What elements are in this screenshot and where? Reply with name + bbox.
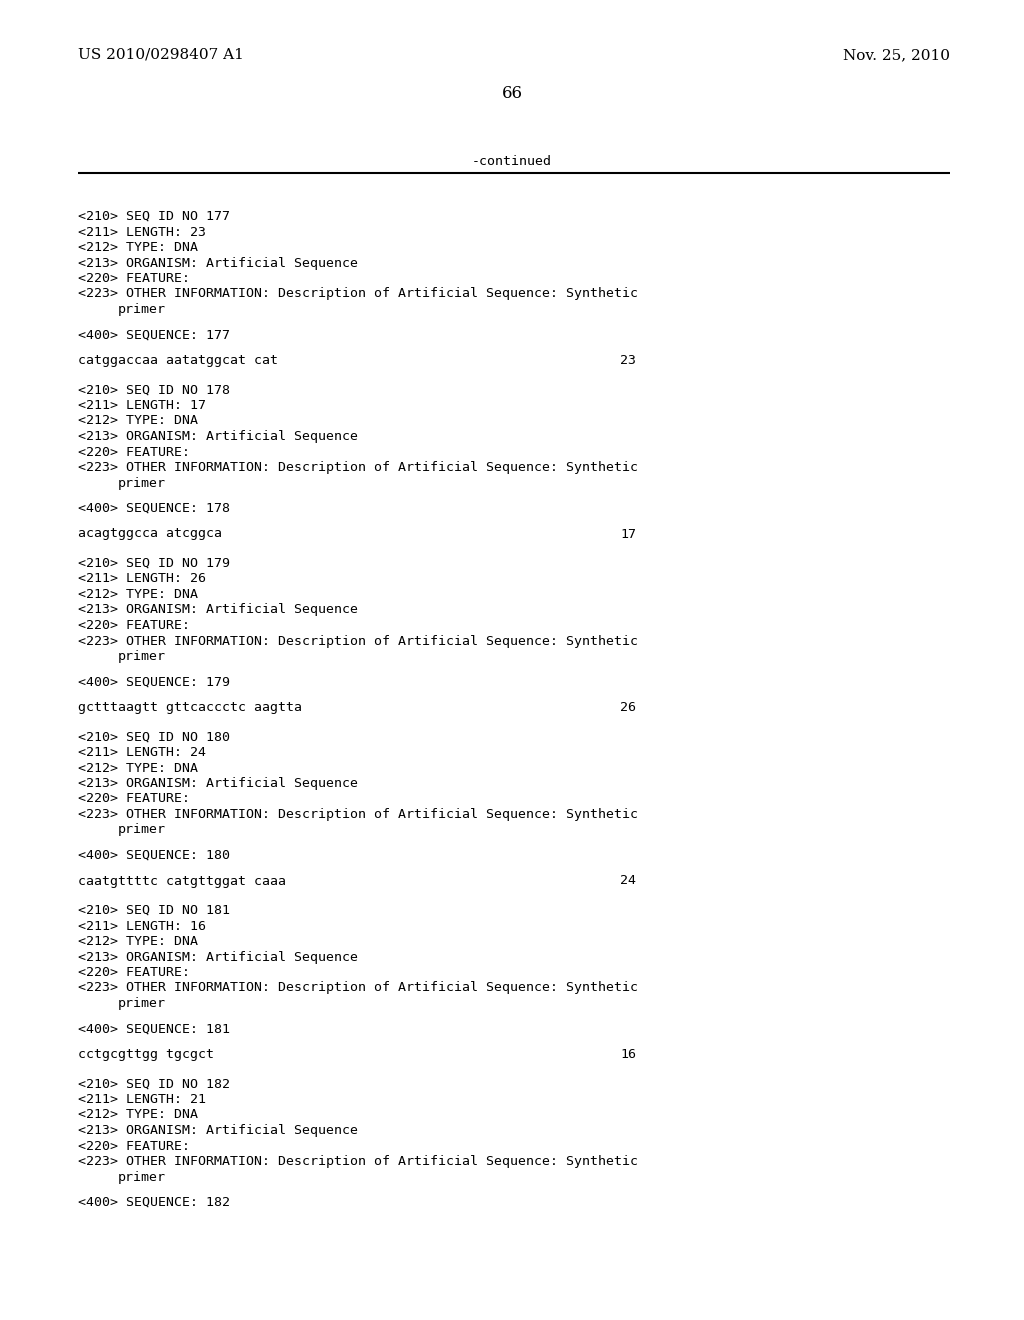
- Text: 16: 16: [620, 1048, 636, 1061]
- Text: <220> FEATURE:: <220> FEATURE:: [78, 1139, 190, 1152]
- Text: <211> LENGTH: 16: <211> LENGTH: 16: [78, 920, 206, 932]
- Text: <220> FEATURE:: <220> FEATURE:: [78, 619, 190, 632]
- Text: <220> FEATURE:: <220> FEATURE:: [78, 966, 190, 979]
- Text: <223> OTHER INFORMATION: Description of Artificial Sequence: Synthetic: <223> OTHER INFORMATION: Description of …: [78, 982, 638, 994]
- Text: <210> SEQ ID NO 180: <210> SEQ ID NO 180: [78, 730, 230, 743]
- Text: <211> LENGTH: 17: <211> LENGTH: 17: [78, 399, 206, 412]
- Text: <213> ORGANISM: Artificial Sequence: <213> ORGANISM: Artificial Sequence: [78, 1125, 358, 1137]
- Text: <213> ORGANISM: Artificial Sequence: <213> ORGANISM: Artificial Sequence: [78, 777, 358, 789]
- Text: <212> TYPE: DNA: <212> TYPE: DNA: [78, 242, 198, 253]
- Text: <400> SEQUENCE: 182: <400> SEQUENCE: 182: [78, 1196, 230, 1209]
- Text: primer: primer: [118, 649, 166, 663]
- Text: <213> ORGANISM: Artificial Sequence: <213> ORGANISM: Artificial Sequence: [78, 430, 358, 444]
- Text: caatgttttc catgttggat caaa: caatgttttc catgttggat caaa: [78, 874, 286, 887]
- Text: primer: primer: [118, 304, 166, 315]
- Text: <400> SEQUENCE: 178: <400> SEQUENCE: 178: [78, 502, 230, 515]
- Text: <223> OTHER INFORMATION: Description of Artificial Sequence: Synthetic: <223> OTHER INFORMATION: Description of …: [78, 1155, 638, 1168]
- Text: primer: primer: [118, 997, 166, 1010]
- Text: -continued: -continued: [472, 154, 552, 168]
- Text: primer: primer: [118, 824, 166, 837]
- Text: <220> FEATURE:: <220> FEATURE:: [78, 792, 190, 805]
- Text: US 2010/0298407 A1: US 2010/0298407 A1: [78, 48, 244, 62]
- Text: <223> OTHER INFORMATION: Description of Artificial Sequence: Synthetic: <223> OTHER INFORMATION: Description of …: [78, 288, 638, 301]
- Text: <223> OTHER INFORMATION: Description of Artificial Sequence: Synthetic: <223> OTHER INFORMATION: Description of …: [78, 808, 638, 821]
- Text: <220> FEATURE:: <220> FEATURE:: [78, 446, 190, 458]
- Text: 24: 24: [620, 874, 636, 887]
- Text: primer: primer: [118, 477, 166, 490]
- Text: <213> ORGANISM: Artificial Sequence: <213> ORGANISM: Artificial Sequence: [78, 256, 358, 269]
- Text: <212> TYPE: DNA: <212> TYPE: DNA: [78, 414, 198, 428]
- Text: <223> OTHER INFORMATION: Description of Artificial Sequence: Synthetic: <223> OTHER INFORMATION: Description of …: [78, 635, 638, 648]
- Text: <211> LENGTH: 24: <211> LENGTH: 24: [78, 746, 206, 759]
- Text: <211> LENGTH: 21: <211> LENGTH: 21: [78, 1093, 206, 1106]
- Text: <210> SEQ ID NO 177: <210> SEQ ID NO 177: [78, 210, 230, 223]
- Text: 23: 23: [620, 354, 636, 367]
- Text: catggaccaa aatatggcat cat: catggaccaa aatatggcat cat: [78, 354, 278, 367]
- Text: <212> TYPE: DNA: <212> TYPE: DNA: [78, 762, 198, 775]
- Text: Nov. 25, 2010: Nov. 25, 2010: [843, 48, 950, 62]
- Text: <211> LENGTH: 23: <211> LENGTH: 23: [78, 226, 206, 239]
- Text: <212> TYPE: DNA: <212> TYPE: DNA: [78, 1109, 198, 1122]
- Text: <210> SEQ ID NO 179: <210> SEQ ID NO 179: [78, 557, 230, 570]
- Text: <211> LENGTH: 26: <211> LENGTH: 26: [78, 573, 206, 586]
- Text: cctgcgttgg tgcgct: cctgcgttgg tgcgct: [78, 1048, 214, 1061]
- Text: 26: 26: [620, 701, 636, 714]
- Text: <210> SEQ ID NO 182: <210> SEQ ID NO 182: [78, 1077, 230, 1090]
- Text: <213> ORGANISM: Artificial Sequence: <213> ORGANISM: Artificial Sequence: [78, 603, 358, 616]
- Text: primer: primer: [118, 1171, 166, 1184]
- Text: <212> TYPE: DNA: <212> TYPE: DNA: [78, 935, 198, 948]
- Text: 66: 66: [502, 84, 522, 102]
- Text: <210> SEQ ID NO 181: <210> SEQ ID NO 181: [78, 904, 230, 917]
- Text: <400> SEQUENCE: 179: <400> SEQUENCE: 179: [78, 676, 230, 689]
- Text: <400> SEQUENCE: 181: <400> SEQUENCE: 181: [78, 1023, 230, 1035]
- Text: gctttaagtt gttcaccctc aagtta: gctttaagtt gttcaccctc aagtta: [78, 701, 302, 714]
- Text: <220> FEATURE:: <220> FEATURE:: [78, 272, 190, 285]
- Text: <210> SEQ ID NO 178: <210> SEQ ID NO 178: [78, 384, 230, 396]
- Text: <223> OTHER INFORMATION: Description of Artificial Sequence: Synthetic: <223> OTHER INFORMATION: Description of …: [78, 461, 638, 474]
- Text: <400> SEQUENCE: 180: <400> SEQUENCE: 180: [78, 849, 230, 862]
- Text: <212> TYPE: DNA: <212> TYPE: DNA: [78, 587, 198, 601]
- Text: <213> ORGANISM: Artificial Sequence: <213> ORGANISM: Artificial Sequence: [78, 950, 358, 964]
- Text: 17: 17: [620, 528, 636, 540]
- Text: acagtggcca atcggca: acagtggcca atcggca: [78, 528, 222, 540]
- Text: <400> SEQUENCE: 177: <400> SEQUENCE: 177: [78, 329, 230, 342]
